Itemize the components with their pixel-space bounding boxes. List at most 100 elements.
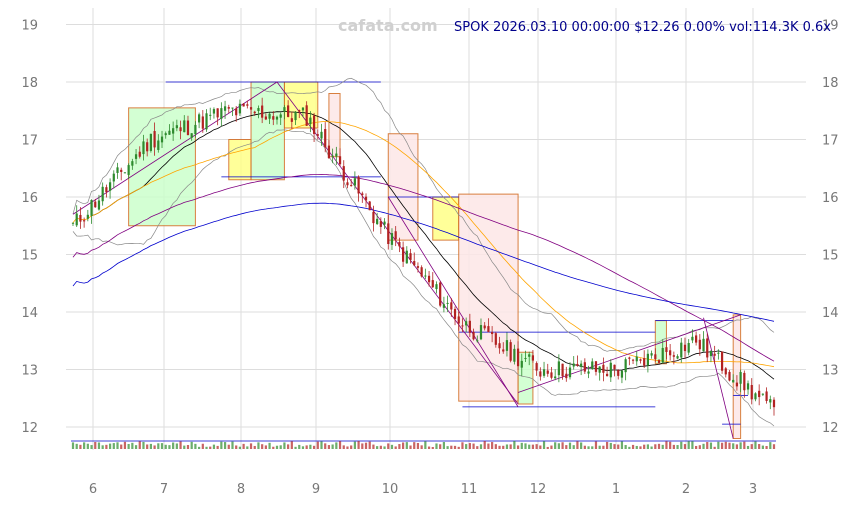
volume-bar <box>483 441 486 449</box>
y-tick-label-left: 15 <box>21 249 38 264</box>
candle-body <box>294 112 297 121</box>
volume-bar <box>335 442 338 449</box>
candle-body <box>94 201 97 208</box>
candle-body <box>420 267 423 277</box>
candle-body <box>435 284 438 290</box>
pattern-box <box>283 81 319 129</box>
candle-body <box>498 343 501 349</box>
candle-body <box>120 169 123 172</box>
candle-body <box>309 117 312 125</box>
volume-bar <box>427 446 431 449</box>
y-tick-label-right: 17 <box>822 134 839 149</box>
candle-body <box>505 340 509 351</box>
volume-bar <box>390 444 394 449</box>
volume-bar <box>609 442 612 449</box>
volume-bar <box>468 443 471 449</box>
pattern-box <box>250 81 285 181</box>
volume-bar <box>635 445 638 449</box>
volume-bar <box>338 441 342 449</box>
candle-body <box>732 379 735 383</box>
volume-bar <box>591 446 594 449</box>
candle-body <box>146 142 149 152</box>
candle-body <box>680 342 683 358</box>
volume-bar <box>83 442 86 449</box>
volume-bar <box>353 441 356 449</box>
candle-body <box>446 302 449 304</box>
candle-body <box>457 316 460 324</box>
candle-body <box>743 372 746 391</box>
volume-bar <box>275 445 279 449</box>
candle-body <box>657 360 661 363</box>
candle-body <box>702 338 705 352</box>
candle-body <box>79 214 82 222</box>
volume-bar <box>220 441 223 449</box>
candle-body <box>116 167 119 173</box>
volume-bar <box>305 445 308 449</box>
volume-bar <box>112 443 115 449</box>
y-tick-label-left: 14 <box>21 306 38 321</box>
candle-body <box>183 120 186 133</box>
candle-body <box>153 131 156 148</box>
volume-bar <box>576 441 579 449</box>
candle-body <box>105 187 108 193</box>
volume-bar <box>435 443 438 449</box>
candle-body <box>631 359 635 361</box>
candle-body <box>212 109 216 114</box>
y-tick-label-right: 19 <box>822 19 839 34</box>
candle-body <box>409 253 412 260</box>
volume-bar <box>487 443 490 449</box>
volume-bar <box>316 441 319 449</box>
candle-body <box>164 133 167 136</box>
volume-bar <box>235 445 238 449</box>
candle-body <box>253 111 256 114</box>
volume-bar <box>509 444 512 449</box>
candle-body <box>709 351 713 357</box>
volume-bar <box>728 442 731 449</box>
volume-bar <box>138 441 141 449</box>
candle-body <box>554 376 557 379</box>
volume-bar <box>657 443 661 449</box>
candle-body <box>361 193 364 196</box>
candle-body <box>112 173 115 182</box>
candle-body <box>635 356 638 362</box>
volume-bar <box>357 441 360 449</box>
candle-body <box>424 275 427 277</box>
candle-body <box>346 182 349 186</box>
candle-body <box>431 280 434 288</box>
volume-bar <box>513 441 516 449</box>
x-tick-label: 11 <box>461 482 478 497</box>
y-tick-label-left: 12 <box>21 421 38 436</box>
candle-body <box>720 351 724 371</box>
candle-body <box>624 359 627 373</box>
candle-body <box>772 399 776 408</box>
candle-body <box>583 362 586 372</box>
volume-bar <box>628 446 631 449</box>
candle-body <box>646 353 650 366</box>
candle-body <box>416 266 420 268</box>
candle-body <box>672 355 675 357</box>
volume-bar <box>772 444 776 449</box>
upper-band <box>72 77 775 352</box>
candle-body <box>717 352 720 354</box>
candle-body <box>83 220 86 222</box>
volume-bar <box>650 446 653 449</box>
volume-bar <box>416 442 420 449</box>
candle-body <box>142 141 145 155</box>
candle-body <box>465 321 468 326</box>
volume-bar <box>465 444 468 449</box>
candle-body <box>231 107 234 109</box>
volume-bar <box>324 443 327 449</box>
volume-bar <box>405 442 408 449</box>
volume-bar <box>743 441 746 449</box>
candle-body <box>516 348 520 367</box>
volume-bar <box>687 441 690 449</box>
volume-bar <box>691 441 694 449</box>
candle-body <box>739 372 742 384</box>
trend-line <box>703 317 734 439</box>
volume-bar <box>557 443 560 449</box>
x-tick-label: 3 <box>749 482 757 497</box>
volume-bar <box>186 444 190 449</box>
volume-bar <box>175 443 178 449</box>
volume-bar <box>249 443 253 449</box>
candle-body <box>261 105 264 118</box>
